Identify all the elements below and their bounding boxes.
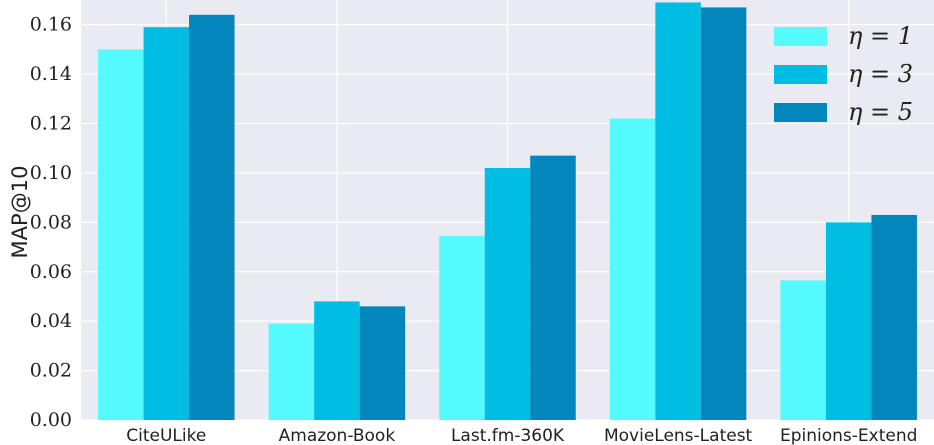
bar-epinions-extend-series-1 <box>780 280 826 420</box>
y-axis-ticks: 0.00 0.02 0.04 0.06 0.08 0.10 0.12 0.14 0.16 <box>30 14 72 431</box>
bar-citeulike-series-2 <box>143 27 190 420</box>
y-axis-label: MAP@10 <box>8 165 32 259</box>
legend-label: η = 3 <box>848 60 913 88</box>
y-axis-label-container: MAP@10 <box>0 0 40 445</box>
y-tick-label: 0.08 <box>30 211 72 233</box>
legend: η = 1 η = 3 η = 5 <box>774 22 913 126</box>
y-tick-label: 0.02 <box>30 360 72 382</box>
bar-movielens-latest-series-2 <box>655 2 701 421</box>
bar-citeulike-series-1 <box>98 49 144 420</box>
y-tick-label: 0.12 <box>30 113 72 135</box>
x-tick-label: CiteULike <box>126 426 206 445</box>
bar-last-fm-360k-series-3 <box>530 155 576 420</box>
bar-movielens-latest-series-3 <box>700 7 747 420</box>
x-axis-ticks: CiteULike Amazon-Book Last.fm-360K MovieLen… <box>126 426 917 445</box>
legend-swatch <box>774 65 827 84</box>
x-tick-label: Epinions-Extend <box>780 426 917 445</box>
bar-last-fm-360k-series-2 <box>484 168 531 420</box>
y-tick-label: 0.06 <box>30 261 72 283</box>
x-tick-label: MovieLens-Latest <box>604 426 753 445</box>
bar-movielens-latest-series-1 <box>609 118 656 421</box>
legend-label: η = 1 <box>848 22 913 50</box>
x-tick-label: Amazon-Book <box>279 426 396 445</box>
y-tick-label: 0.16 <box>30 14 72 36</box>
legend-swatch <box>774 27 827 46</box>
bar-amazon-book-series-2 <box>314 301 360 420</box>
bar-amazon-book-series-1 <box>268 323 315 420</box>
bar-citeulike-series-3 <box>189 14 235 421</box>
legend-label: η = 5 <box>848 98 913 126</box>
bar-amazon-book-series-3 <box>359 306 406 420</box>
y-tick-label: 0.10 <box>30 162 72 184</box>
bar-epinions-extend-series-3 <box>871 214 917 420</box>
bar-epinions-extend-series-2 <box>825 222 872 420</box>
y-tick-label: 0.04 <box>30 310 72 332</box>
legend-swatch <box>774 103 827 122</box>
y-tick-label: 0.00 <box>30 409 72 431</box>
y-tick-label: 0.14 <box>30 63 72 85</box>
bars <box>98 2 917 421</box>
bar-last-fm-360k-series-1 <box>439 235 485 420</box>
x-tick-label: Last.fm-360K <box>451 426 565 445</box>
